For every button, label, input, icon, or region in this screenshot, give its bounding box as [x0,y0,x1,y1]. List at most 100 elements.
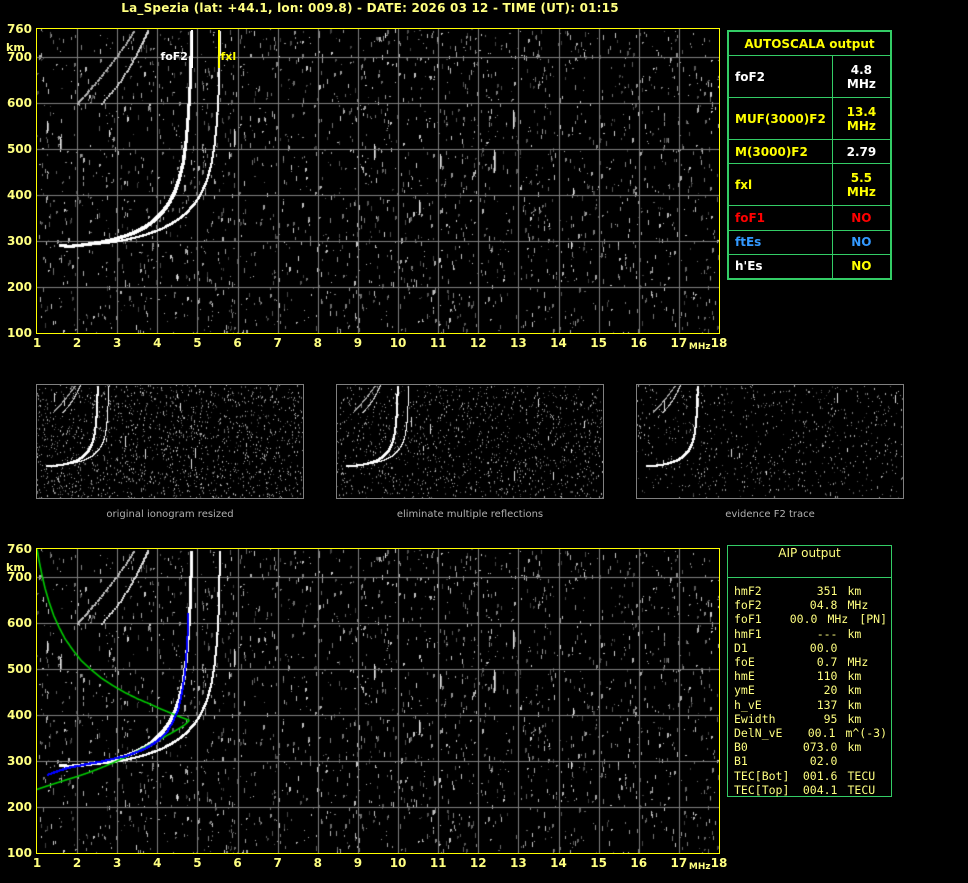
aip-parameter-unit [837,754,887,768]
autoscala-parameter-name: ftEs [728,229,833,255]
aip-parameter-name: B0 [734,740,748,755]
x-tick-label: 6 [233,856,242,870]
aip-row: hmE 110 km [734,669,887,683]
x-tick-label: 1 [32,336,42,350]
autoscala-title: AUTOSCALA output [728,30,891,57]
x-tick-label: 5 [193,336,202,350]
aip-row: B1 02.0 [734,754,887,768]
x-tick-label: 10 [389,856,407,870]
autoscala-parameter-value: 5.5 MHz [831,163,892,207]
aip-row: ymE 20 km [734,683,887,697]
aip-parameter-name: hmF1 [734,626,762,641]
aip-row: Ewidth 95 km [734,712,887,726]
foF2-marker-label: foF2 [160,50,188,63]
aip-parameter-unit: MHz [827,612,849,627]
aip-parameter-unit: km [847,711,862,726]
y-tick-label: 100 [6,846,32,860]
aip-parameter-unit: km [847,626,862,641]
x-tick-label: 14 [550,856,567,870]
y-tick-label: 300 [6,233,32,248]
y-tick-label: 500 [6,141,32,156]
aip-parameter-name: Ewidth [734,711,776,726]
aip-parameter-value: 00.1 [807,726,836,741]
aip-parameter-value: 137 [816,697,838,712]
y-tick-label: 100 [6,326,32,340]
aip-output-title: AIP output [778,546,841,560]
y-tick-label: 400 [6,707,32,722]
aip-parameter-value: 073.0 [802,740,838,755]
aip-parameter-unit [837,641,887,655]
x-tick-label: 6 [233,336,242,350]
foF2-marker-line [191,30,194,68]
aip-row: hmF1 --- km [734,627,887,641]
x-tick-label: 12 [469,336,487,350]
autoscala-parameter-value: 4.8 MHz [831,55,892,99]
aip-parameter-unit: km [847,669,862,684]
x-tick-label: 10 [389,336,407,350]
aip-parameter-name: foF2 [734,598,762,613]
x-tick-label: 1 [32,856,42,870]
x-axis-unit-label: MHz [688,342,711,352]
x-tick-label: 5 [193,856,202,870]
aip-parameter-name: h_vE [734,697,762,712]
x-tick-label: 16 [630,336,648,350]
aip-parameter-unit: km [847,683,862,698]
autoscala-parameter-name: M(3000)F2 [728,139,833,165]
x-tick-label: 17 [670,336,688,350]
x-tick-label: 18 [710,336,728,350]
aip-parameter-name: DelN_vE [734,726,783,741]
autoscala-parameter-name: foF1 [728,205,833,231]
y-tick-label: 700 [6,49,32,64]
aip-parameter-value: 351 [816,584,838,598]
autoscala-parameter-name: fxl [728,163,833,207]
y-tick-label: 600 [6,95,32,110]
aip-parameter-unit: MHz [847,598,869,613]
page-title: La_Spezia (lat: +44.1, lon: 009.8) - DAT… [121,1,619,15]
aip-parameter-name: foE [734,655,755,670]
x-tick-label: 17 [670,856,688,870]
autoscala-parameter-value: NO [831,253,892,280]
y-axis-unit-label: km [6,561,25,574]
aip-parameter-name: TEC[Top] [734,782,790,797]
aip-parameter-value: 04.8 [809,598,838,613]
aip-row: foF1 00.0 MHz [PN] [734,612,887,626]
thumbnail-original-ionogram[interactable] [36,384,304,499]
aip-parameter-value: 110 [816,669,838,684]
aip-row: D1 00.0 [734,641,887,655]
thumbnail-evidence-f2-trace[interactable] [636,384,904,499]
aip-parameter-unit: TECU [847,768,876,783]
aip-ionogram-plot [36,548,720,854]
aip-row: B0 073.0 km [734,740,887,754]
autoscala-row: fxl 5.5 MHz [728,163,892,207]
aip-parameter-value: 95 [823,711,838,726]
x-tick-label: 9 [353,336,363,350]
aip-parameter-flag: [PN] [859,612,887,627]
aip-row: TEC[Top] 004.1 TECU [734,783,887,797]
aip-parameter-value: --- [816,626,838,641]
y-tick-label: 300 [6,753,32,768]
autoscala-table: AUTOSCALA output foF2 4.8 MHz MUF(3000)F2 13… [728,30,892,280]
aip-output-rows: hmF2 351 km foF2 04.8 MHz foF1 00.0 MHz [PN] hmF1-… [734,584,887,797]
autoscala-row: MUF(3000)F2 13.4 MHz [728,97,892,141]
aip-parameter-name: D1 [734,640,748,655]
x-tick-label: 13 [510,336,527,350]
autoscala-header-row: AUTOSCALA output [728,30,891,57]
x-tick-label: 9 [353,856,363,870]
aip-parameter-name: ymE [734,683,755,698]
thumbnail-eliminate-multiple-reflections[interactable] [336,384,604,499]
fxl-marker-label: fxl [220,50,237,63]
x-tick-label: 12 [469,856,487,870]
y-tick-label: 200 [6,799,32,814]
y-tick-label: 700 [6,569,32,584]
x-tick-label: 7 [273,856,282,870]
aip-parameter-value: 00.0 [809,640,838,655]
fxl-marker-line [217,30,220,68]
aip-parameter-value: 00.0 [789,612,818,627]
aip-parameter-name: B1 [734,754,748,769]
x-tick-label: 3 [113,856,122,870]
aip-row: TEC[Bot] 001.6 TECU [734,769,887,783]
thumbnail-caption-1: eliminate multiple reflections [396,509,544,520]
autoscala-row: foF2 4.8 MHz [728,55,892,99]
aip-parameter-name: foF1 [734,612,762,627]
x-tick-label: 13 [510,856,527,870]
